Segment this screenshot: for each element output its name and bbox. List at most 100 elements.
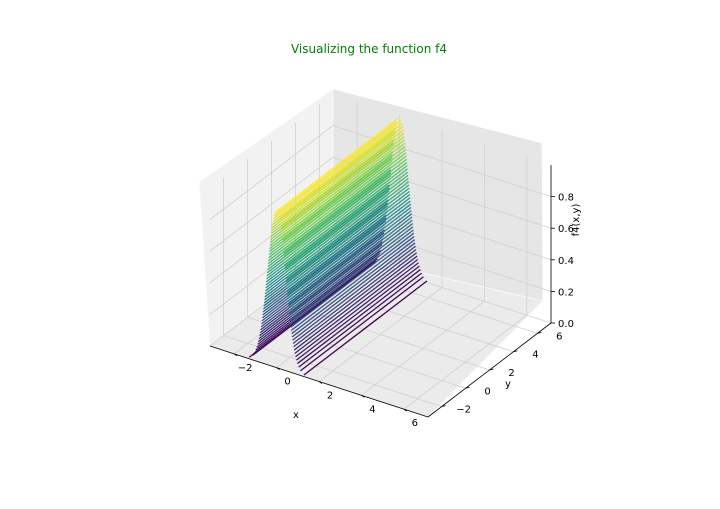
- y-tick-label: −2: [456, 405, 471, 416]
- x-tick-label: −2: [238, 363, 253, 374]
- z-tick-label: 0.6: [558, 224, 574, 235]
- chart-title: Visualizing the function f4: [291, 42, 447, 56]
- z-tick-label: 0.8: [558, 193, 574, 204]
- contour-line-left: [265, 187, 390, 283]
- contour-line-right: [285, 184, 410, 280]
- contour-line-right: [287, 206, 412, 302]
- contour-line-right: [281, 139, 405, 235]
- x-axis-label: x: [293, 410, 299, 421]
- contour-line-left: [273, 121, 398, 217]
- contour-line-right: [291, 242, 416, 338]
- contour-line-right: [290, 235, 415, 331]
- contour-line-right: [286, 190, 410, 286]
- y-axis-ticks: −2 0 2 4 6: [441, 331, 563, 416]
- grid-line-side-z: [209, 251, 334, 347]
- contour-line-left: [270, 145, 394, 241]
- x-tick-mark: [233, 353, 238, 357]
- contour-line-right: [283, 165, 408, 261]
- contour-line-left: [267, 169, 392, 265]
- x-tick-label: 4: [369, 404, 375, 415]
- contour-line-right: [283, 161, 408, 257]
- contour-line-right: [295, 262, 419, 358]
- contour-line-right: [292, 245, 416, 341]
- contour-line-right: [284, 177, 409, 274]
- contour-line-right: [287, 200, 411, 296]
- contour-line-right: [288, 216, 413, 312]
- contour-line-right: [284, 174, 409, 270]
- z-tick-label: 0.4: [558, 256, 574, 267]
- contour-line-left: [266, 184, 391, 280]
- y-tick-label: 6: [556, 331, 562, 342]
- contour-line-right: [286, 197, 411, 293]
- contour-line-left: [261, 229, 385, 325]
- contour-line-right: [300, 276, 424, 372]
- grid-line-side-z: [209, 156, 334, 252]
- contour-line-right: [295, 265, 420, 361]
- contour-line-left: [268, 157, 393, 253]
- x-tick-mark: [276, 367, 280, 371]
- contour-line-right: [298, 272, 423, 368]
- contour-line-left: [254, 258, 378, 354]
- contour-line-right: [287, 203, 412, 299]
- contour-line-right: [291, 239, 416, 335]
- z-axis-ticks: 0.0 0.2 0.4 0.6 0.8: [551, 193, 574, 330]
- contour-line-right: [282, 152, 407, 248]
- contour-line-right: [290, 232, 415, 328]
- contour-line-right: [293, 252, 417, 348]
- y-tick-mark: [537, 332, 542, 334]
- contour-line-left: [258, 244, 383, 340]
- contour-line-left: [270, 142, 395, 238]
- y-tick-mark: [489, 368, 494, 371]
- contour-line-left: [265, 190, 390, 286]
- contour-line-right: [290, 229, 414, 325]
- y-tick-label: 0: [484, 386, 490, 397]
- surface-contours: [248, 118, 428, 376]
- y-tick-label: 4: [532, 350, 538, 361]
- y-tick-mark: [465, 386, 470, 389]
- contour-line-left: [267, 172, 392, 268]
- contour-line-left: [274, 118, 398, 214]
- y-tick-mark: [441, 405, 446, 407]
- contour-line-right: [289, 226, 414, 322]
- x-tick-mark: [318, 381, 323, 384]
- contour-line-right: [297, 269, 421, 365]
- contour-line-right: [282, 155, 407, 251]
- contour-line-right: [281, 145, 406, 241]
- contour-line-left: [272, 127, 397, 223]
- y-tick-mark: [513, 350, 518, 353]
- contour-line-left: [264, 202, 389, 298]
- contour-line-right: [285, 181, 410, 277]
- contour-line-right: [303, 280, 428, 376]
- z-tick-label: 0.2: [558, 287, 574, 298]
- z-tick-label: 0.0: [558, 319, 574, 330]
- contour-line-left: [269, 154, 393, 250]
- y-axis-label: y: [505, 379, 511, 390]
- contour-line-right: [278, 123, 403, 219]
- contour-line-right: [284, 168, 408, 264]
- contour-line-left: [262, 220, 387, 316]
- contour-line-right: [284, 171, 409, 267]
- contour-line-left: [257, 249, 382, 345]
- contour-line-left: [264, 205, 388, 301]
- contour-line-right: [282, 149, 407, 245]
- contour-line-left: [259, 241, 383, 337]
- contour-line-right: [292, 248, 417, 344]
- contour-line-right: [281, 142, 406, 238]
- contour-line-left: [264, 199, 389, 295]
- contour-line-left: [262, 217, 387, 313]
- contour-line-right: [280, 136, 405, 232]
- contour-line-right: [280, 132, 405, 228]
- contour-line-left: [256, 252, 381, 348]
- x-tick-label: 2: [327, 391, 333, 402]
- x-tick-label: 6: [412, 418, 418, 429]
- contour-line-right: [285, 187, 410, 283]
- contour-line-left: [263, 214, 387, 310]
- x-tick-label: 0: [284, 377, 290, 388]
- contour-line-right: [287, 210, 412, 306]
- contour-line-right: [278, 119, 403, 215]
- y-tick-label: 2: [508, 368, 514, 379]
- contour-line-right: [288, 213, 413, 309]
- contour-line-right: [283, 158, 407, 254]
